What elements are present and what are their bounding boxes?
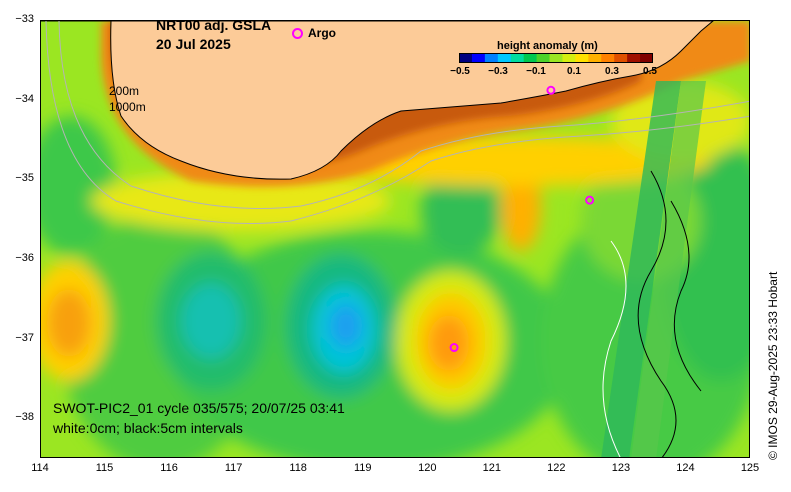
lon-tick-label: 119 <box>353 462 372 474</box>
isobath-1000m <box>45 21 749 224</box>
lon-tick-label: 120 <box>418 462 437 474</box>
map-panel[interactable] <box>40 20 750 458</box>
argo-float-marker <box>585 195 595 205</box>
colorbar-swatch <box>575 53 589 63</box>
lon-tick-label: 125 <box>740 462 760 474</box>
map-canvas <box>41 21 749 457</box>
lon-tick-label: 114 <box>31 462 49 474</box>
swot-swath <box>601 81 681 457</box>
lon-tick-label: 118 <box>289 462 307 474</box>
lat-tick-label: −36 <box>15 251 34 264</box>
lon-tick-label: 123 <box>611 462 631 474</box>
argo-float-marker <box>546 85 556 95</box>
swot-caption-line2: white:0cm; black:5cm intervals <box>53 420 243 436</box>
argo-marker-icon <box>292 27 303 39</box>
colorbar-swatch <box>536 53 551 63</box>
lat-tick-label: −37 <box>15 331 34 344</box>
lon-tick-label: 121 <box>482 462 501 474</box>
colorbar-swatch <box>523 53 538 63</box>
argo-floats <box>449 85 595 353</box>
colorbar-swatch <box>588 53 602 63</box>
colorbar-swatch <box>497 53 512 63</box>
colorbar-swatch <box>614 53 628 63</box>
colorbar-swatch <box>459 53 473 63</box>
credit-text: © IMOS 29-Aug-2025 23:33 Hobart <box>766 271 780 460</box>
colorbar-tick-label: −0.1 <box>526 66 546 77</box>
lat-tick-label: −33 <box>15 13 34 25</box>
colorbar-swatch <box>510 53 525 63</box>
map-title-date: 20 Jul 2025 <box>156 36 231 52</box>
lon-tick-label: 117 <box>224 462 243 474</box>
colorbar-tick-label: 0.5 <box>643 66 657 77</box>
isobath-label-1000m: 1000m <box>109 100 146 114</box>
colorbar-swatch <box>601 53 615 63</box>
colorbar-swatch <box>640 53 653 63</box>
swath-contours <box>602 170 702 457</box>
lon-tick-label: 115 <box>95 462 114 474</box>
isobath-label-200m: 200m <box>109 84 140 98</box>
colorbar-swatch <box>549 53 563 63</box>
colorbar-swatch <box>562 53 576 63</box>
colorbar-tick-label: 0.1 <box>567 66 581 77</box>
lon-tick-label: 122 <box>547 462 566 474</box>
colorbar-title: height anomaly (m) <box>497 40 598 52</box>
lon-tick-label: 116 <box>160 462 178 474</box>
argo-legend: Argo <box>292 26 336 40</box>
colorbar-swatch <box>627 53 641 63</box>
lat-tick-label: −35 <box>15 172 34 185</box>
lon-tick-label: 124 <box>676 462 695 474</box>
colorbar-tick-label: 0.3 <box>605 66 619 77</box>
colorbar-swatch <box>484 53 499 63</box>
lat-tick-label: −38 <box>15 411 34 424</box>
isobath-200m <box>58 21 749 209</box>
argo-legend-label: Argo <box>308 26 336 40</box>
colorbar-tick-label: −0.5 <box>450 66 470 77</box>
map-title-product: NRT00 adj. GSLA <box>156 17 272 33</box>
colorbar <box>459 53 653 63</box>
colorbar-tick-label: −0.3 <box>488 66 508 77</box>
argo-float-marker <box>449 343 459 353</box>
colorbar-swatch <box>471 53 486 63</box>
swot-caption-line1: SWOT-PIC2_01 cycle 035/575; 20/07/25 03:… <box>53 400 345 416</box>
lat-tick-label: −34 <box>15 92 34 105</box>
